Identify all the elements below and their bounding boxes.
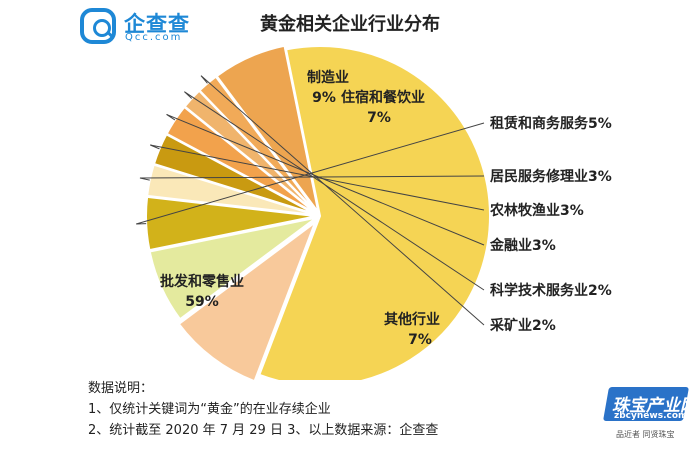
pie-label: 农林牧渔业3% <box>489 202 584 219</box>
logo-name: 企查查 <box>124 12 190 36</box>
leader-line <box>166 113 485 246</box>
watermark-text: 珠宝产业网 <box>612 396 697 416</box>
watermark-slogan: 品近者 同贤珠宝 <box>616 430 675 439</box>
notes-line-2: 2、统计截至 2020 年 7 月 29 日 3、以上数据来源：企查查 <box>88 423 439 438</box>
pie-label: 7% <box>367 110 391 126</box>
chart-title: 黄金相关企业行业分布 <box>260 14 440 35</box>
notes-line-1: 1、仅统计关键词为“黄金”的在业存续企业 <box>88 402 331 417</box>
pie-label: 9% <box>312 90 336 106</box>
magnifier-logo-icon <box>80 8 116 44</box>
pie-chart: 批发和零售业 59% 制造业 9% 住宿和餐饮业 7% 其他行业 7% 租赁和商务服务5% 居民服… <box>136 44 612 380</box>
pie-label: 金融业3% <box>489 237 556 254</box>
pie-label: 批发和零售业 <box>160 273 244 290</box>
pie-slice <box>198 75 319 214</box>
pie-label: 住宿和餐饮业 <box>341 89 425 106</box>
pie-label: 7% <box>408 332 432 348</box>
leader-line <box>150 144 485 211</box>
leader-line <box>139 175 485 181</box>
pie-label: 采矿业2% <box>489 317 556 334</box>
pie-label: 其他行业 <box>384 311 440 328</box>
pie-slice <box>177 219 318 380</box>
logo-subtitle: Qcc.com <box>125 32 183 43</box>
leader-line <box>184 91 485 291</box>
leader-line <box>200 75 485 326</box>
pie-label: 租赁和商务服务5% <box>490 115 612 132</box>
pie-slice <box>145 195 317 252</box>
leader-line <box>136 122 485 225</box>
pie-slice <box>215 44 320 213</box>
pie-slice <box>148 216 317 321</box>
pie-label: 科学技术服务业2% <box>490 282 612 299</box>
qcc-logo: 企查查 Qcc.com <box>80 8 240 48</box>
pie-slice <box>258 45 491 380</box>
data-notes: 数据说明： 1、仅统计关键词为“黄金”的在业存续企业 2、统计截至 2020 年… <box>88 378 438 441</box>
notes-heading: 数据说明： <box>88 381 154 396</box>
pie-label: 居民服务修理业3% <box>490 168 612 185</box>
watermark: 珠宝产业网 zbcynews.com 品近者 同贤珠宝 <box>600 383 697 443</box>
pie-label: 59% <box>185 294 219 310</box>
watermark-url: zbcynews.com <box>614 411 688 421</box>
pie-label: 制造业 <box>307 69 349 86</box>
